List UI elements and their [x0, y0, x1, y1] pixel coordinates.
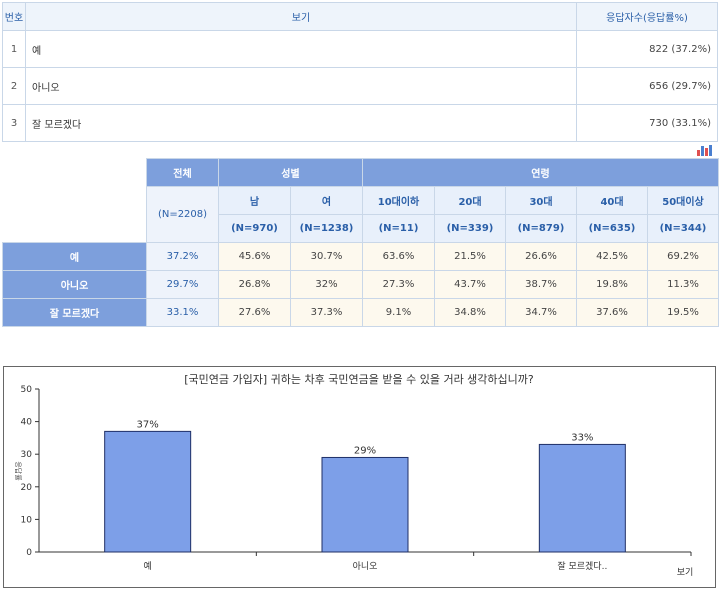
table-row: 1 예 822 (37.2%)	[2, 30, 718, 68]
cell-value: 11.3%	[647, 270, 719, 299]
row-label: 잘 모르겠다	[2, 298, 147, 327]
row-total: 37.2%	[146, 242, 219, 271]
row-label: 아니오	[2, 270, 147, 299]
chart-title: [국민연금 가입자] 귀하는 차후 국민연금을 받을 수 있을 거라 생각하십니…	[184, 372, 534, 386]
table-row: 2 아니오 656 (29.7%)	[2, 67, 718, 105]
cell-value: 27.3%	[362, 270, 435, 299]
blank-cell	[2, 214, 147, 243]
cell-value: 32%	[290, 270, 363, 299]
row-num: 3	[2, 104, 26, 142]
gender-header: 성별	[218, 158, 363, 187]
row-total: 33.1%	[146, 298, 219, 327]
n-age-20: (N=339)	[434, 214, 506, 243]
row-num: 1	[2, 30, 26, 68]
x-tick-label: 예	[144, 561, 152, 572]
col-age-50: 50대이상	[647, 186, 719, 215]
cell-value: 34.8%	[434, 298, 506, 327]
col-female: 여	[290, 186, 363, 215]
row-count: 730 (33.1%)	[576, 104, 718, 142]
header-count: 응답자수(응답률%)	[576, 2, 718, 31]
table-row: 예 37.2% 45.6% 30.7% 63.6% 21.5% 26.6% 42…	[2, 242, 719, 271]
row-total: 29.7%	[146, 270, 219, 299]
y-tick-label: 10	[21, 515, 33, 525]
cell-value: 37.6%	[576, 298, 648, 327]
bar	[104, 430, 192, 553]
cell-value: 26.6%	[505, 242, 577, 271]
row-count: 822 (37.2%)	[576, 30, 718, 68]
col-age-10: 10대이하	[362, 186, 435, 215]
row-label: 예	[2, 242, 147, 271]
n-age-50: (N=344)	[647, 214, 719, 243]
cell-value: 19.5%	[647, 298, 719, 327]
x-tick-label: 아니오	[353, 561, 378, 572]
table-row: 잘 모르겠다 33.1% 27.6% 37.3% 9.1% 34.8% 34.7…	[2, 298, 719, 327]
cell-value: 37.3%	[290, 298, 363, 327]
bar	[321, 456, 409, 553]
cell-value: 19.8%	[576, 270, 648, 299]
cell-value: 42.5%	[576, 242, 648, 271]
row-option: 예	[25, 30, 577, 68]
cell-value: 34.7%	[505, 298, 577, 327]
cell-value: 43.7%	[434, 270, 506, 299]
cell-value: 21.5%	[434, 242, 506, 271]
y-tick-label: 0	[26, 548, 32, 558]
col-age-30: 30대	[505, 186, 577, 215]
bar-chart-icon[interactable]	[697, 145, 712, 156]
cross-table: 전체 성별 연령 (N=2208) 남 여 10대이하 20대 30대 40대 …	[2, 158, 719, 327]
row-option: 잘 모르겠다	[25, 104, 577, 142]
bar-value-label: 29%	[354, 445, 376, 456]
cell-value: 69.2%	[647, 242, 719, 271]
y-tick-label: 30	[21, 450, 33, 460]
n-age-10: (N=11)	[362, 214, 435, 243]
y-tick-label: 50	[21, 385, 33, 395]
cell-value: 9.1%	[362, 298, 435, 327]
blank-cell	[2, 158, 147, 187]
cell-value: 27.6%	[218, 298, 291, 327]
x-tick-label: 잘 모르겠다..	[557, 560, 607, 572]
col-male: 남	[218, 186, 291, 215]
row-num: 2	[2, 67, 26, 105]
row-count: 656 (29.7%)	[576, 67, 718, 105]
bar-value-label: 37%	[137, 419, 159, 430]
cell-value: 30.7%	[290, 242, 363, 271]
col-age-40: 40대	[576, 186, 648, 215]
y-tick-label: 20	[21, 483, 33, 493]
blank-cell	[2, 186, 147, 215]
bar-chart: [국민연금 가입자] 귀하는 차후 국민연금을 받을 수 있을 거라 생각하십니…	[3, 366, 716, 588]
y-axis-label: 응답률	[14, 461, 23, 481]
response-table: 번호 보기 응답자수(응답률%) 1 예 822 (37.2%) 2 아니오 6…	[2, 2, 718, 142]
n-age-40: (N=635)	[576, 214, 648, 243]
row-option: 아니오	[25, 67, 577, 105]
total-n: (N=2208)	[146, 186, 219, 243]
table-row: 3 잘 모르겠다 730 (33.1%)	[2, 104, 718, 142]
cell-value: 26.8%	[218, 270, 291, 299]
response-table-header: 번호 보기 응답자수(응답률%)	[2, 2, 718, 31]
bar-value-label: 33%	[571, 432, 593, 443]
cell-value: 38.7%	[505, 270, 577, 299]
total-header: 전체	[146, 158, 219, 187]
n-male: (N=970)	[218, 214, 291, 243]
n-age-30: (N=879)	[505, 214, 577, 243]
header-option: 보기	[25, 2, 577, 31]
header-num: 번호	[2, 2, 26, 31]
n-female: (N=1238)	[290, 214, 363, 243]
table-row: 아니오 29.7% 26.8% 32% 27.3% 43.7% 38.7% 19…	[2, 270, 719, 299]
age-header: 연령	[362, 158, 719, 187]
bar	[538, 443, 626, 553]
cell-value: 45.6%	[218, 242, 291, 271]
x-axis-label: 보기	[677, 567, 694, 578]
bar-chart-svg: [국민연금 가입자] 귀하는 차후 국민연금을 받을 수 있을 거라 생각하십니…	[14, 372, 694, 578]
col-age-20: 20대	[434, 186, 506, 215]
cell-value: 63.6%	[362, 242, 435, 271]
y-tick-label: 40	[21, 418, 33, 428]
